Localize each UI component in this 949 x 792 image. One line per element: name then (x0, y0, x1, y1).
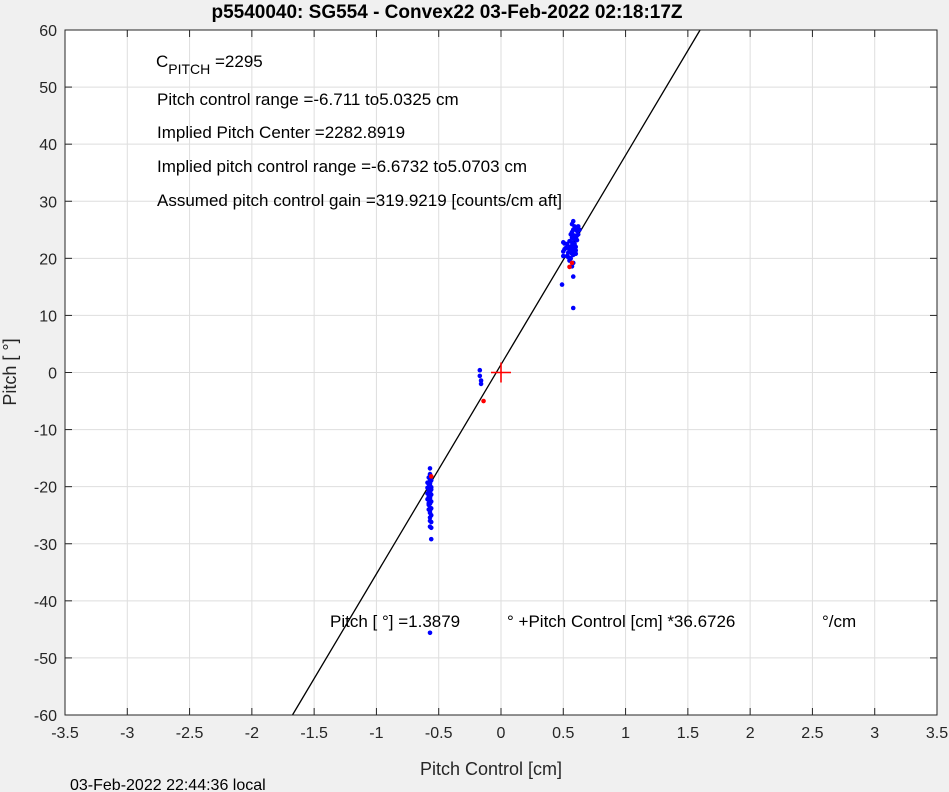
x-tick-label: 0.5 (552, 725, 574, 742)
x-tick-label: 1 (621, 725, 630, 742)
data-point (570, 305, 576, 311)
y-tick-label: -60 (34, 708, 57, 725)
y-tick-label: -40 (34, 594, 57, 611)
data-point (478, 378, 484, 383)
data-point (570, 274, 576, 279)
y-tick-label: 30 (39, 194, 57, 211)
footer-timestamp: 03-Feb-2022 22:44:36 local (70, 777, 266, 792)
data-point (562, 246, 567, 252)
c-pitch-sub: PITCH (168, 61, 210, 77)
data-point (427, 484, 433, 489)
y-tick-label: 20 (39, 251, 57, 268)
y-tick-label: 60 (39, 23, 57, 40)
c-pitch-value: =2295 (210, 52, 262, 71)
data-point (428, 536, 434, 542)
fit-equation-part2: ° +Pitch Control [cm] *36.6726 (507, 612, 735, 631)
data-point (569, 260, 575, 266)
data-point (427, 508, 433, 513)
data-point (568, 256, 574, 261)
x-tick-label: -0.5 (425, 725, 453, 742)
y-axis-label: Pitch [ °] (0, 338, 20, 405)
c-pitch-main: C (156, 52, 168, 71)
data-point (481, 398, 486, 404)
implied-pitch-control-range: Implied pitch control range =-6.6732 to5… (157, 157, 527, 176)
chart-title: p5540040: SG554 - Convex22 03-Feb-2022 0… (211, 2, 682, 23)
data-point (478, 381, 484, 387)
data-point (572, 236, 577, 242)
pitch-control-range: Pitch control range =-6.711 to5.0325 cm (157, 90, 459, 109)
y-tick-label: 50 (39, 80, 57, 97)
c-pitch-annotation: CPITCH =2295 (156, 52, 263, 77)
data-point (427, 630, 433, 636)
x-tick-label: -1.5 (300, 725, 328, 742)
y-tick-label: -10 (34, 423, 57, 440)
data-point (569, 229, 575, 235)
x-tick-label: 2.5 (801, 725, 823, 742)
data-point (428, 474, 434, 479)
fit-equation-part3: °/cm (822, 612, 856, 631)
y-tick-label: 0 (48, 366, 57, 383)
x-tick-label: 3 (870, 725, 879, 742)
data-point (567, 264, 572, 270)
data-point (427, 518, 433, 524)
data-point (568, 245, 574, 251)
data-point (570, 249, 576, 254)
data-point (560, 253, 566, 259)
y-tick-label: -50 (34, 651, 57, 668)
x-tick-label: -2 (245, 725, 259, 742)
x-axis-label: Pitch Control [cm] (420, 759, 562, 779)
implied-pitch-center: Implied Pitch Center =2282.8919 (157, 123, 405, 142)
x-tick-label: 2 (746, 725, 755, 742)
data-point (427, 490, 433, 495)
data-point (427, 480, 433, 486)
data-point (577, 227, 582, 233)
fit-equation-part1: Pitch [ °] =1.3879 (330, 612, 460, 631)
data-point (427, 466, 433, 471)
x-tick-label: 1.5 (677, 725, 699, 742)
data-points (425, 218, 582, 636)
axis-ticks: -3.5 -3 -2.5 -2 -1.5 -1 -0.5 0 0.5 1 1.5 2 2.5 3 3.5 -6… (34, 23, 948, 742)
x-tick-label: -3.5 (51, 725, 79, 742)
x-tick-label: -1 (369, 725, 383, 742)
x-tick-label: -3 (120, 725, 134, 742)
x-tick-label: 0 (497, 725, 506, 742)
y-tick-label: 10 (39, 308, 57, 325)
assumed-pitch-control-gain: Assumed pitch control gain =319.9219 [co… (157, 191, 562, 210)
data-point (477, 373, 483, 379)
data-point (427, 524, 433, 529)
data-point (569, 221, 575, 227)
y-tick-label: 40 (39, 137, 57, 154)
data-point (477, 367, 483, 373)
data-point (428, 512, 434, 518)
data-point (426, 502, 432, 508)
x-tick-label: -2.5 (176, 725, 204, 742)
y-tick-label: -20 (34, 480, 57, 497)
data-point (427, 495, 433, 501)
y-tick-label: -30 (34, 537, 57, 554)
data-point (572, 241, 577, 246)
data-point (574, 233, 580, 238)
data-point (560, 240, 566, 245)
data-point (564, 253, 570, 259)
x-tick-label: 3.5 (926, 725, 948, 742)
data-point (559, 282, 565, 287)
center-marker-group (491, 362, 511, 383)
